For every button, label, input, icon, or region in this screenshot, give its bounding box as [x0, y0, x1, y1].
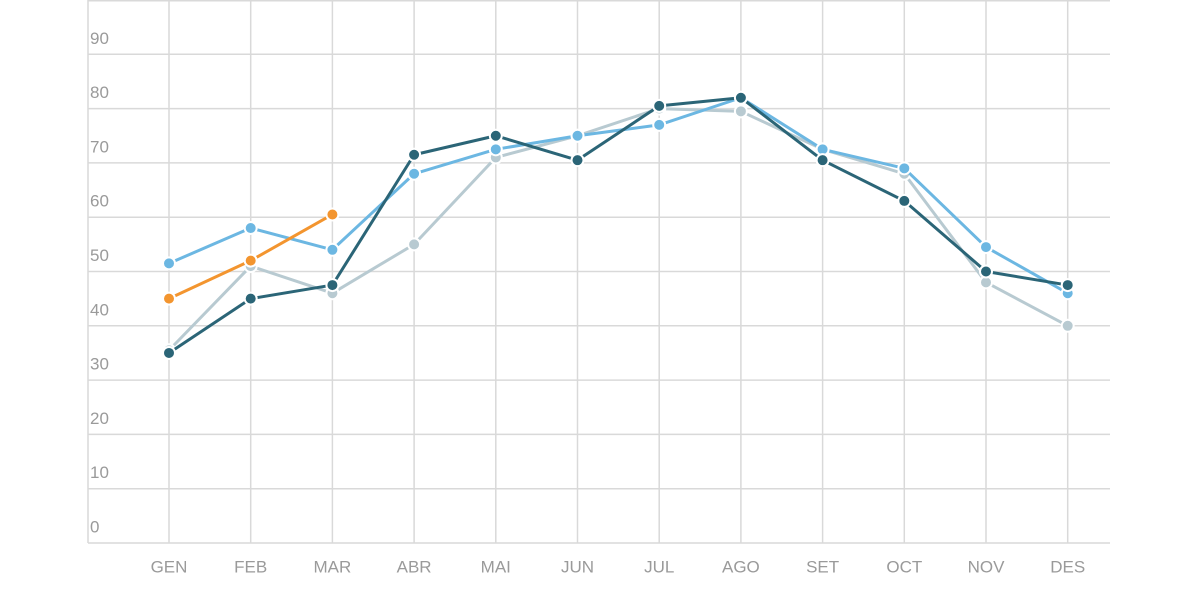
- y-tick-label: 70: [90, 137, 109, 156]
- x-tick-label: SET: [806, 557, 839, 576]
- point: [897, 193, 912, 208]
- point: [733, 90, 748, 105]
- y-tick-label: 50: [90, 246, 109, 265]
- y-tick-label: 10: [90, 463, 109, 482]
- x-tick-label: JUL: [644, 557, 674, 576]
- y-tick-label: 30: [90, 355, 109, 374]
- x-tick-label: AGO: [722, 557, 760, 576]
- point: [1060, 278, 1075, 293]
- point: [325, 242, 340, 257]
- point: [488, 128, 503, 143]
- point: [407, 147, 422, 162]
- x-tick-label: NOV: [968, 557, 1006, 576]
- point: [979, 264, 993, 279]
- point: [815, 153, 830, 168]
- x-tick-label: FEB: [234, 557, 267, 576]
- x-tick-label: MAI: [481, 557, 511, 576]
- series-line: [168, 96, 1068, 355]
- y-tick-label: 20: [90, 409, 109, 428]
- y-tick-label: 90: [90, 29, 109, 48]
- x-tick-label: OCT: [886, 557, 922, 576]
- y-tick-label: 60: [90, 192, 109, 211]
- point: [979, 240, 993, 255]
- y-tick-label: 80: [90, 83, 109, 102]
- series-line: [168, 96, 1069, 295]
- x-tick-label: GEN: [151, 557, 188, 576]
- point: [488, 142, 503, 157]
- point: [325, 278, 340, 293]
- point: [1060, 318, 1075, 333]
- point: [243, 253, 258, 268]
- point: [243, 291, 258, 306]
- point: [407, 237, 422, 252]
- y-tick-label: 0: [90, 517, 99, 536]
- point: [407, 166, 422, 181]
- point: [897, 161, 912, 176]
- point: [570, 128, 585, 143]
- point: [162, 256, 176, 271]
- x-tick-label: JUN: [561, 557, 594, 576]
- x-tick-label: MAR: [314, 557, 352, 576]
- point: [243, 221, 258, 236]
- point: [652, 117, 667, 132]
- x-tick-label: DES: [1050, 557, 1085, 576]
- point: [652, 98, 667, 113]
- point: [570, 153, 585, 168]
- point: [733, 104, 748, 119]
- x-tick-label: ABR: [397, 557, 432, 576]
- point: [162, 345, 176, 360]
- y-tick-label: 40: [90, 300, 109, 319]
- point: [162, 291, 176, 306]
- point: [325, 207, 340, 222]
